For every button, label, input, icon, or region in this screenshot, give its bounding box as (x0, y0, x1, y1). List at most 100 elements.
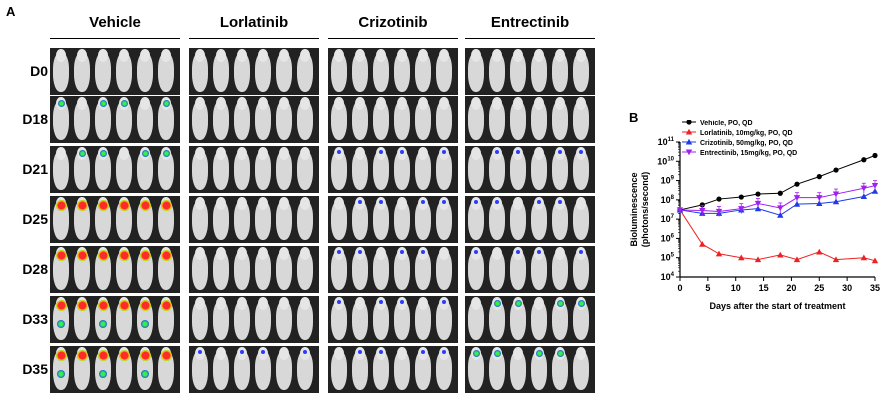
group-underline (465, 38, 595, 39)
data-point (871, 183, 879, 189)
x-tick-label: 10 (731, 283, 741, 293)
mouse-image (234, 197, 250, 240)
mouse-image (276, 347, 292, 390)
data-point (699, 207, 706, 214)
data-point (777, 205, 784, 212)
tumor-signal (139, 350, 151, 361)
imaging-panel (50, 296, 180, 343)
tumor-signal (139, 250, 151, 261)
imaging-panel (50, 146, 180, 193)
mouse-image (489, 147, 505, 190)
mouse-image (468, 97, 484, 140)
imaging-panel (50, 246, 180, 293)
mouse-image (297, 297, 313, 340)
mouse-image (573, 49, 589, 92)
mouse-image (213, 297, 229, 340)
mouse-image (213, 49, 229, 92)
mouse-image (192, 197, 208, 240)
mouse-image (255, 297, 271, 340)
mouse-image (297, 347, 313, 390)
imaging-panel (189, 296, 319, 343)
mouse-image (137, 97, 153, 140)
mouse-image (373, 247, 389, 290)
mouse-image (415, 49, 431, 92)
tumor-signal (421, 250, 425, 254)
group-title-crizotinib: Crizotinib (358, 14, 428, 31)
data-point (715, 250, 723, 257)
data-point (777, 212, 784, 218)
mouse-image (468, 247, 484, 290)
data-point (832, 198, 840, 205)
tumor-signal (495, 200, 499, 204)
tumor-signal (442, 150, 446, 154)
tumor-signal (442, 350, 446, 354)
mouse-image (276, 247, 292, 290)
tumor-signal (99, 150, 107, 157)
mouse-image (276, 97, 292, 140)
data-point (872, 152, 878, 159)
mouse-image (468, 49, 484, 92)
mouse-image (510, 49, 526, 92)
imaging-panel (50, 346, 180, 393)
imaging-panel (189, 196, 319, 243)
imaging-panel (189, 146, 319, 193)
mouse-image (331, 347, 347, 390)
day-label-d28: D28 (22, 261, 48, 277)
data-point (816, 195, 823, 201)
tumor-signal (379, 150, 383, 154)
mouse-image (436, 97, 452, 140)
tumor-signal (55, 300, 67, 311)
mouse-image (276, 147, 292, 190)
legend-label: Lorlatinib, 10mg/kg, PO, QD (700, 130, 793, 137)
mouse-image (436, 347, 452, 390)
imaging-panel (189, 48, 319, 95)
imaging-panel (465, 196, 595, 243)
data-point (833, 167, 839, 173)
tumor-signal (379, 350, 383, 354)
mouse-image (331, 297, 347, 340)
y-axis-label-units: (photons/second) (640, 172, 650, 248)
mouse-image (213, 247, 229, 290)
y-tick-label: 109 (661, 176, 675, 186)
legend-label: Crizotinib, 50mg/kg, PO, QD (700, 140, 793, 147)
mouse-image (352, 297, 368, 340)
data-point (755, 191, 761, 197)
tumor-signal (493, 300, 501, 307)
data-point (777, 251, 784, 258)
data-point (816, 200, 823, 207)
tumor-signal (118, 300, 130, 311)
mouse-image (137, 49, 153, 92)
mouse-image (297, 49, 313, 92)
tumor-signal (558, 150, 562, 154)
tumor-signal (55, 250, 67, 261)
series-line-0 (679, 155, 876, 211)
mouse-image (192, 247, 208, 290)
mouse-image (373, 147, 389, 190)
mouse-image (95, 49, 111, 92)
legend-label: Entrectinib, 15mg/kg, PO, QD (700, 150, 797, 157)
mouse-image (394, 347, 410, 390)
mouse-image (192, 97, 208, 140)
imaging-panel (189, 96, 319, 143)
tumor-signal (118, 200, 130, 211)
mouse-image (510, 97, 526, 140)
day-label-d0: D0 (30, 63, 48, 79)
tumor-signal (495, 150, 499, 154)
mouse-image (510, 347, 526, 390)
tumor-signal (558, 200, 562, 204)
mouse-image (531, 297, 547, 340)
day-label-d25: D25 (22, 211, 48, 227)
x-tick-label: 30 (842, 283, 852, 293)
mouse-image (373, 197, 389, 240)
tumor-signal (76, 300, 88, 311)
mouse-image (234, 347, 250, 390)
mouse-image (331, 197, 347, 240)
mouse-image (394, 49, 410, 92)
tumor-signal (99, 370, 107, 378)
day-label-d21: D21 (22, 161, 48, 177)
mouse-image (234, 297, 250, 340)
tumor-signal (162, 100, 170, 107)
mouse-image (255, 147, 271, 190)
data-point (816, 174, 822, 180)
mouse-image (394, 147, 410, 190)
